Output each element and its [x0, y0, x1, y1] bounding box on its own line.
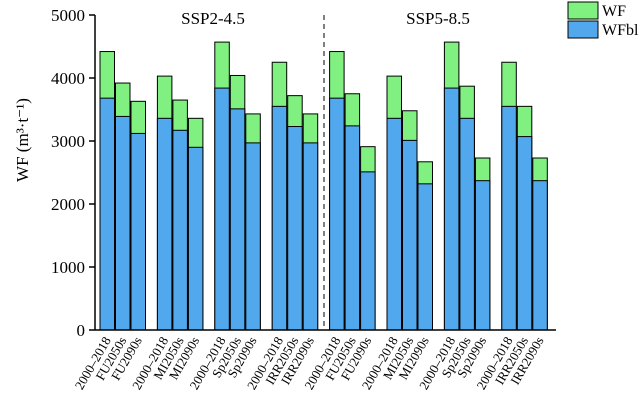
y-axis-title: WF (m³·t⁻¹) — [13, 98, 32, 182]
bar — [402, 139, 418, 331]
y-tick-label: 2000 — [51, 195, 85, 214]
bar — [245, 142, 261, 331]
bar — [271, 105, 288, 331]
bar — [172, 129, 188, 331]
bar — [417, 183, 433, 331]
bar — [459, 117, 475, 331]
bar — [501, 105, 517, 331]
bar — [516, 136, 533, 331]
bar — [156, 117, 173, 331]
bar — [360, 171, 376, 331]
y-tick-label: 1000 — [51, 258, 85, 277]
y-tick-label: 0 — [77, 321, 86, 340]
bar — [99, 97, 115, 331]
bar — [287, 126, 303, 331]
bar — [532, 180, 548, 331]
annotation: SSP2-4.5 — [181, 9, 245, 28]
bar — [115, 115, 131, 331]
y-tick-label: 5000 — [51, 6, 85, 25]
bar — [474, 180, 491, 331]
y-tick-label: 4000 — [51, 69, 85, 88]
bar — [130, 132, 146, 331]
legend-label: WFbl — [602, 22, 639, 39]
bar — [187, 146, 204, 331]
bar — [302, 142, 319, 331]
legend-swatch — [567, 20, 599, 39]
y-tick-label: 3000 — [51, 132, 85, 151]
bar — [386, 117, 402, 331]
bar — [329, 97, 345, 331]
bar — [443, 87, 460, 331]
bar — [214, 87, 230, 331]
legend-label: WF — [602, 3, 626, 20]
bar — [229, 108, 246, 331]
legend-swatch — [567, 1, 599, 20]
annotation: SSP5-8.5 — [406, 9, 470, 28]
bar — [344, 125, 361, 331]
